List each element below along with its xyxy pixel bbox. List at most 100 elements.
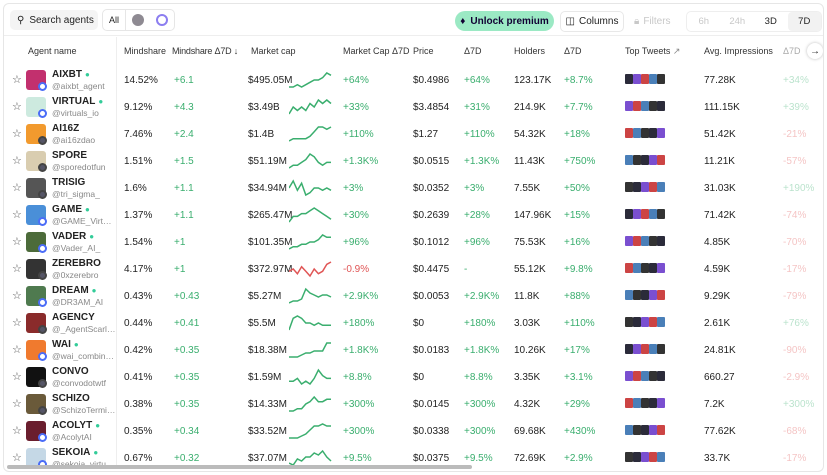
table-row[interactable]: ☆ VIRTUAL ● @virtuals_io 9.12% +4.3 $3.49B +3… [4, 93, 823, 120]
col-holders[interactable]: Holders [514, 46, 546, 56]
tweet-avatar[interactable] [633, 182, 641, 192]
tweet-avatar[interactable] [633, 128, 641, 138]
col-holders-delta[interactable]: Δ7D [564, 46, 582, 56]
agent-name[interactable]: VADER ● [52, 231, 95, 242]
star-icon[interactable]: ☆ [12, 317, 22, 329]
tweet-avatar[interactable] [633, 452, 641, 462]
tweet-avatar[interactable] [633, 101, 641, 111]
tweet-avatar[interactable] [641, 452, 649, 462]
tweet-avatar[interactable] [633, 317, 641, 327]
tweet-avatar[interactable] [625, 371, 633, 381]
tweet-avatar[interactable] [641, 74, 649, 84]
col-impressions-delta[interactable]: Δ7D [783, 46, 801, 56]
filter-chain-1-button[interactable] [126, 10, 150, 30]
tweet-avatar[interactable] [641, 209, 649, 219]
filters-button[interactable]: 🔒︎ Filters [634, 16, 671, 27]
tweet-avatar[interactable] [625, 236, 633, 246]
table-row[interactable]: ☆ ZEREBRO @0xzerebro 4.17% +1 $372.97M -0.9%… [4, 255, 823, 282]
table-row[interactable]: ☆ SEKOIA ● @sekoia_virtuals 0.67% +0.32 $37.… [4, 444, 823, 471]
agent-name[interactable]: SEKOIA ● [52, 447, 99, 458]
top-tweets-avatars[interactable] [625, 317, 665, 327]
tweet-avatar[interactable] [625, 209, 633, 219]
star-icon[interactable]: ☆ [12, 209, 22, 221]
col-price-delta[interactable]: Δ7D [464, 46, 482, 56]
filter-all-button[interactable]: All [103, 10, 127, 30]
agent-name[interactable]: ACOLYT ● [52, 420, 101, 431]
tweet-avatar[interactable] [625, 128, 633, 138]
tweet-avatar[interactable] [657, 182, 665, 192]
range-7d[interactable]: 7D [787, 12, 821, 31]
tweet-avatar[interactable] [633, 263, 641, 273]
agent-name[interactable]: ZEREBRO [52, 258, 101, 269]
star-icon[interactable]: ☆ [12, 425, 22, 437]
columns-button[interactable]: ◫ Columns [560, 11, 624, 32]
tweet-avatar[interactable] [657, 236, 665, 246]
star-icon[interactable]: ☆ [12, 74, 22, 86]
agent-name[interactable]: VIRTUAL ● [52, 96, 104, 107]
table-row[interactable]: ☆ ACOLYT ● @AcolytAI 0.35% +0.34 $33.52M +300… [4, 417, 823, 444]
tweet-avatar[interactable] [641, 155, 649, 165]
top-tweets-avatars[interactable] [625, 236, 665, 246]
tweet-avatar[interactable] [649, 290, 657, 300]
col-mindshare-delta[interactable]: Mindshare Δ7D ↓ [172, 46, 239, 56]
top-tweets-avatars[interactable] [625, 425, 665, 435]
top-tweets-avatars[interactable] [625, 74, 665, 84]
table-row[interactable]: ☆ SCHIZO @SchizoTerminal 0.38% +0.35 $14.33… [4, 390, 823, 417]
agent-name[interactable]: WAI ● [52, 339, 79, 350]
tweet-avatar[interactable] [657, 452, 665, 462]
table-row[interactable]: ☆ CONVO @convodotwtf 0.41% +0.35 $1.59M +8.8… [4, 363, 823, 390]
tweet-avatar[interactable] [649, 101, 657, 111]
range-24h[interactable]: 24h [729, 16, 746, 27]
search-input[interactable]: ⚲ Search agents [10, 10, 98, 30]
tweet-avatar[interactable] [625, 155, 633, 165]
tweet-avatar[interactable] [649, 74, 657, 84]
tweet-avatar[interactable] [657, 74, 665, 84]
tweet-avatar[interactable] [641, 128, 649, 138]
tweet-avatar[interactable] [633, 398, 641, 408]
horizontal-scrollbar[interactable] [7, 465, 472, 469]
col-agent-name[interactable]: Agent name [28, 46, 77, 56]
top-tweets-avatars[interactable] [625, 452, 665, 462]
col-market-cap-delta[interactable]: Market Cap Δ7D [343, 46, 410, 56]
tweet-avatar[interactable] [633, 425, 641, 435]
top-tweets-avatars[interactable] [625, 344, 665, 354]
range-3d[interactable]: 3D [764, 16, 777, 27]
star-icon[interactable]: ☆ [12, 344, 22, 356]
tweet-avatar[interactable] [633, 74, 641, 84]
top-tweets-avatars[interactable] [625, 263, 665, 273]
tweet-avatar[interactable] [657, 425, 665, 435]
tweet-avatar[interactable] [641, 317, 649, 327]
agent-name[interactable]: SPORE [52, 150, 88, 161]
table-row[interactable]: ☆ AI16Z @ai16zdao 7.46% +2.4 $1.4B +110% $1.2… [4, 120, 823, 147]
tweet-avatar[interactable] [625, 182, 633, 192]
top-tweets-avatars[interactable] [625, 371, 665, 381]
tweet-avatar[interactable] [625, 101, 633, 111]
tweet-avatar[interactable] [641, 236, 649, 246]
star-icon[interactable]: ☆ [12, 101, 22, 113]
tweet-avatar[interactable] [649, 425, 657, 435]
tweet-avatar[interactable] [649, 182, 657, 192]
col-top-tweets[interactable]: Top Tweets ↗ [625, 46, 681, 56]
tweet-avatar[interactable] [657, 317, 665, 327]
tweet-avatar[interactable] [657, 155, 665, 165]
tweet-avatar[interactable] [649, 398, 657, 408]
col-price[interactable]: Price [413, 46, 434, 56]
top-tweets-avatars[interactable] [625, 290, 665, 300]
tweet-avatar[interactable] [633, 155, 641, 165]
tweet-avatar[interactable] [657, 290, 665, 300]
tweet-avatar[interactable] [649, 128, 657, 138]
agent-name[interactable]: CONVO [52, 366, 89, 377]
tweet-avatar[interactable] [641, 263, 649, 273]
range-6h[interactable]: 6h [698, 16, 710, 27]
tweet-avatar[interactable] [633, 236, 641, 246]
tweet-avatar[interactable] [649, 263, 657, 273]
star-icon[interactable]: ☆ [12, 263, 22, 275]
tweet-avatar[interactable] [649, 236, 657, 246]
tweet-avatar[interactable] [625, 425, 633, 435]
tweet-avatar[interactable] [657, 101, 665, 111]
tweet-avatar[interactable] [649, 344, 657, 354]
tweet-avatar[interactable] [649, 317, 657, 327]
tweet-avatar[interactable] [625, 263, 633, 273]
tweet-avatar[interactable] [625, 74, 633, 84]
star-icon[interactable]: ☆ [12, 155, 22, 167]
